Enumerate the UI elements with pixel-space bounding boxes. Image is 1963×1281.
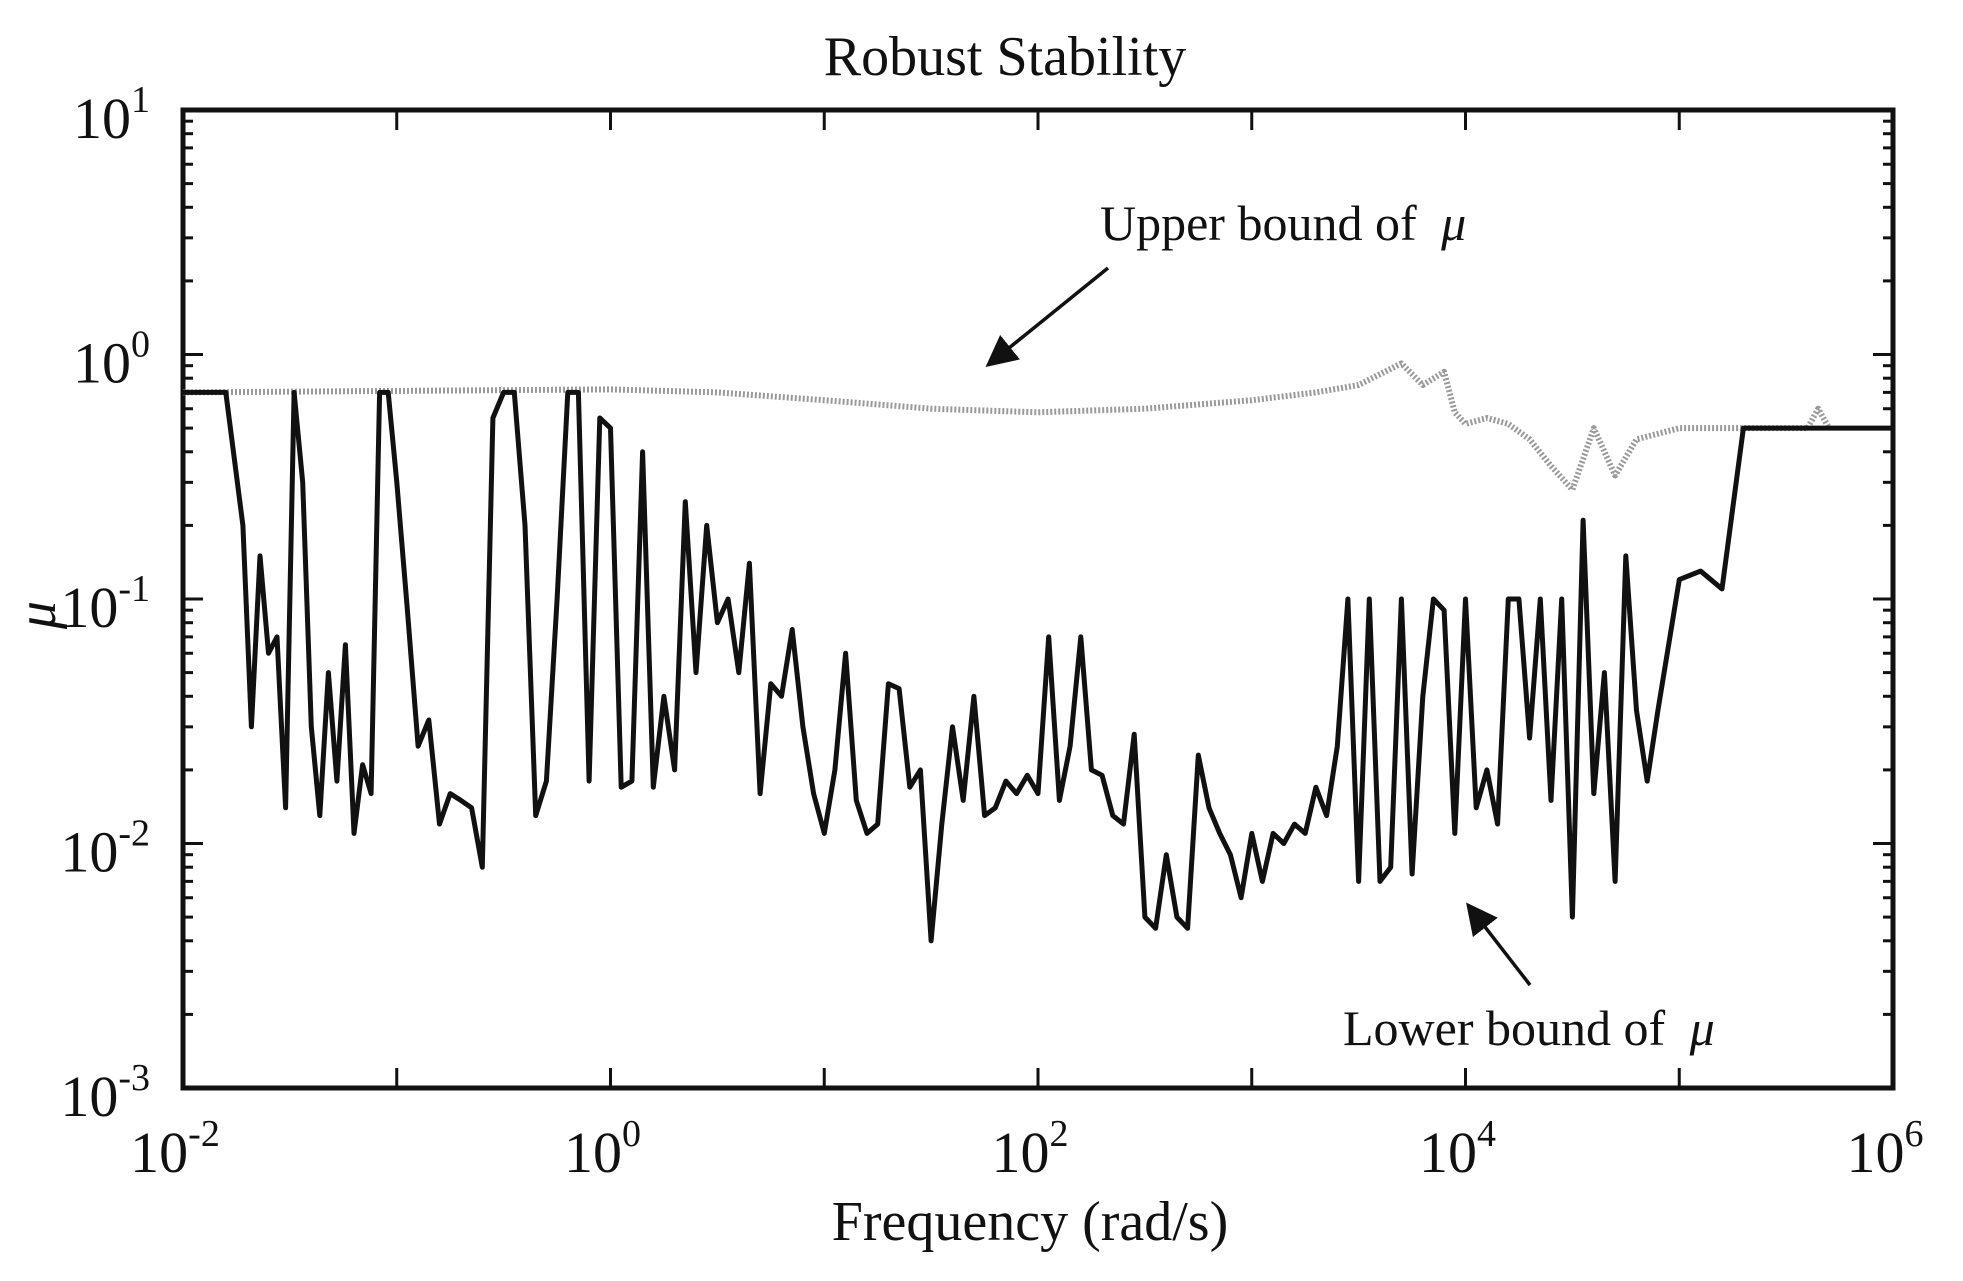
x-tick-exponent: 4 <box>1477 1113 1496 1155</box>
y-tick-base: 10 <box>73 331 131 396</box>
y-tick-exponent: -3 <box>118 1057 150 1099</box>
x-tick-labels: 10-2 100 102 104 106 <box>130 1113 1923 1185</box>
y-tick-base: 10 <box>60 820 118 885</box>
y-tick-label: 10-2 <box>60 813 150 885</box>
y-tick-base: 10 <box>60 1064 118 1129</box>
y-tick-label: 10-3 <box>60 1057 150 1129</box>
y-tick-exponent: -1 <box>118 568 150 610</box>
annotation-lower-bound: Lower bound of μ <box>1343 902 1715 1056</box>
x-tick-exponent: 0 <box>622 1113 641 1155</box>
plot-frame <box>180 107 1896 1091</box>
x-tick-exponent: 6 <box>1905 1113 1924 1155</box>
annotation-lower-text: Lower bound of <box>1343 1000 1665 1056</box>
x-tick-base: 10 <box>1847 1120 1905 1185</box>
x-tick-base: 10 <box>992 1120 1050 1185</box>
series-upper-bound-line <box>182 360 1832 493</box>
plot-area-border <box>180 107 1896 1091</box>
y-tick-exponent: 0 <box>131 324 150 366</box>
y-tick-exponent: -2 <box>118 813 150 855</box>
chart-title: Robust Stability <box>824 26 1187 88</box>
y-tick-base: 10 <box>73 86 131 151</box>
x-tick-exponent: 2 <box>1050 1113 1069 1155</box>
annotation-lower-arrow <box>1466 902 1532 987</box>
x-tick-label: 100 <box>564 1113 641 1185</box>
annotation-upper-symbol: μ <box>1440 195 1466 251</box>
x-axis-label: Frequency (rad/s) <box>832 1191 1229 1253</box>
y-tick-label: 101 <box>73 79 150 151</box>
series-lower-bound-line <box>183 389 1893 944</box>
series-layer <box>182 360 1893 944</box>
annotation-upper-text: Upper bound of <box>1100 195 1417 251</box>
y-tick-label: 100 <box>73 324 150 396</box>
x-tick-label: 104 <box>1419 1113 1496 1185</box>
annotation-lower-symbol: μ <box>1689 1000 1715 1056</box>
svg-text:Lower bound of μ: Lower bound of μ <box>1343 1000 1715 1056</box>
y-tick-base: 10 <box>60 575 118 640</box>
y-tick-label: 10-1 <box>60 568 150 640</box>
x-tick-base: 10 <box>1419 1120 1477 1185</box>
x-tick-base: 10 <box>564 1120 622 1185</box>
x-tick-label: 10-2 <box>130 1113 220 1185</box>
svg-text:Upper bound of μ: Upper bound of μ <box>1100 195 1466 251</box>
x-tick-exponent: -2 <box>188 1113 220 1155</box>
x-tick-label: 106 <box>1847 1113 1924 1185</box>
y-axis-label: μ <box>6 601 68 630</box>
annotation-upper-bound: Upper bound of μ <box>985 195 1466 367</box>
y-tick-exponent: 1 <box>131 79 150 121</box>
axis-ticks <box>181 110 1895 1090</box>
x-tick-label: 102 <box>992 1113 1069 1185</box>
annotation-upper-arrow <box>985 266 1110 367</box>
x-tick-base: 10 <box>130 1120 188 1185</box>
